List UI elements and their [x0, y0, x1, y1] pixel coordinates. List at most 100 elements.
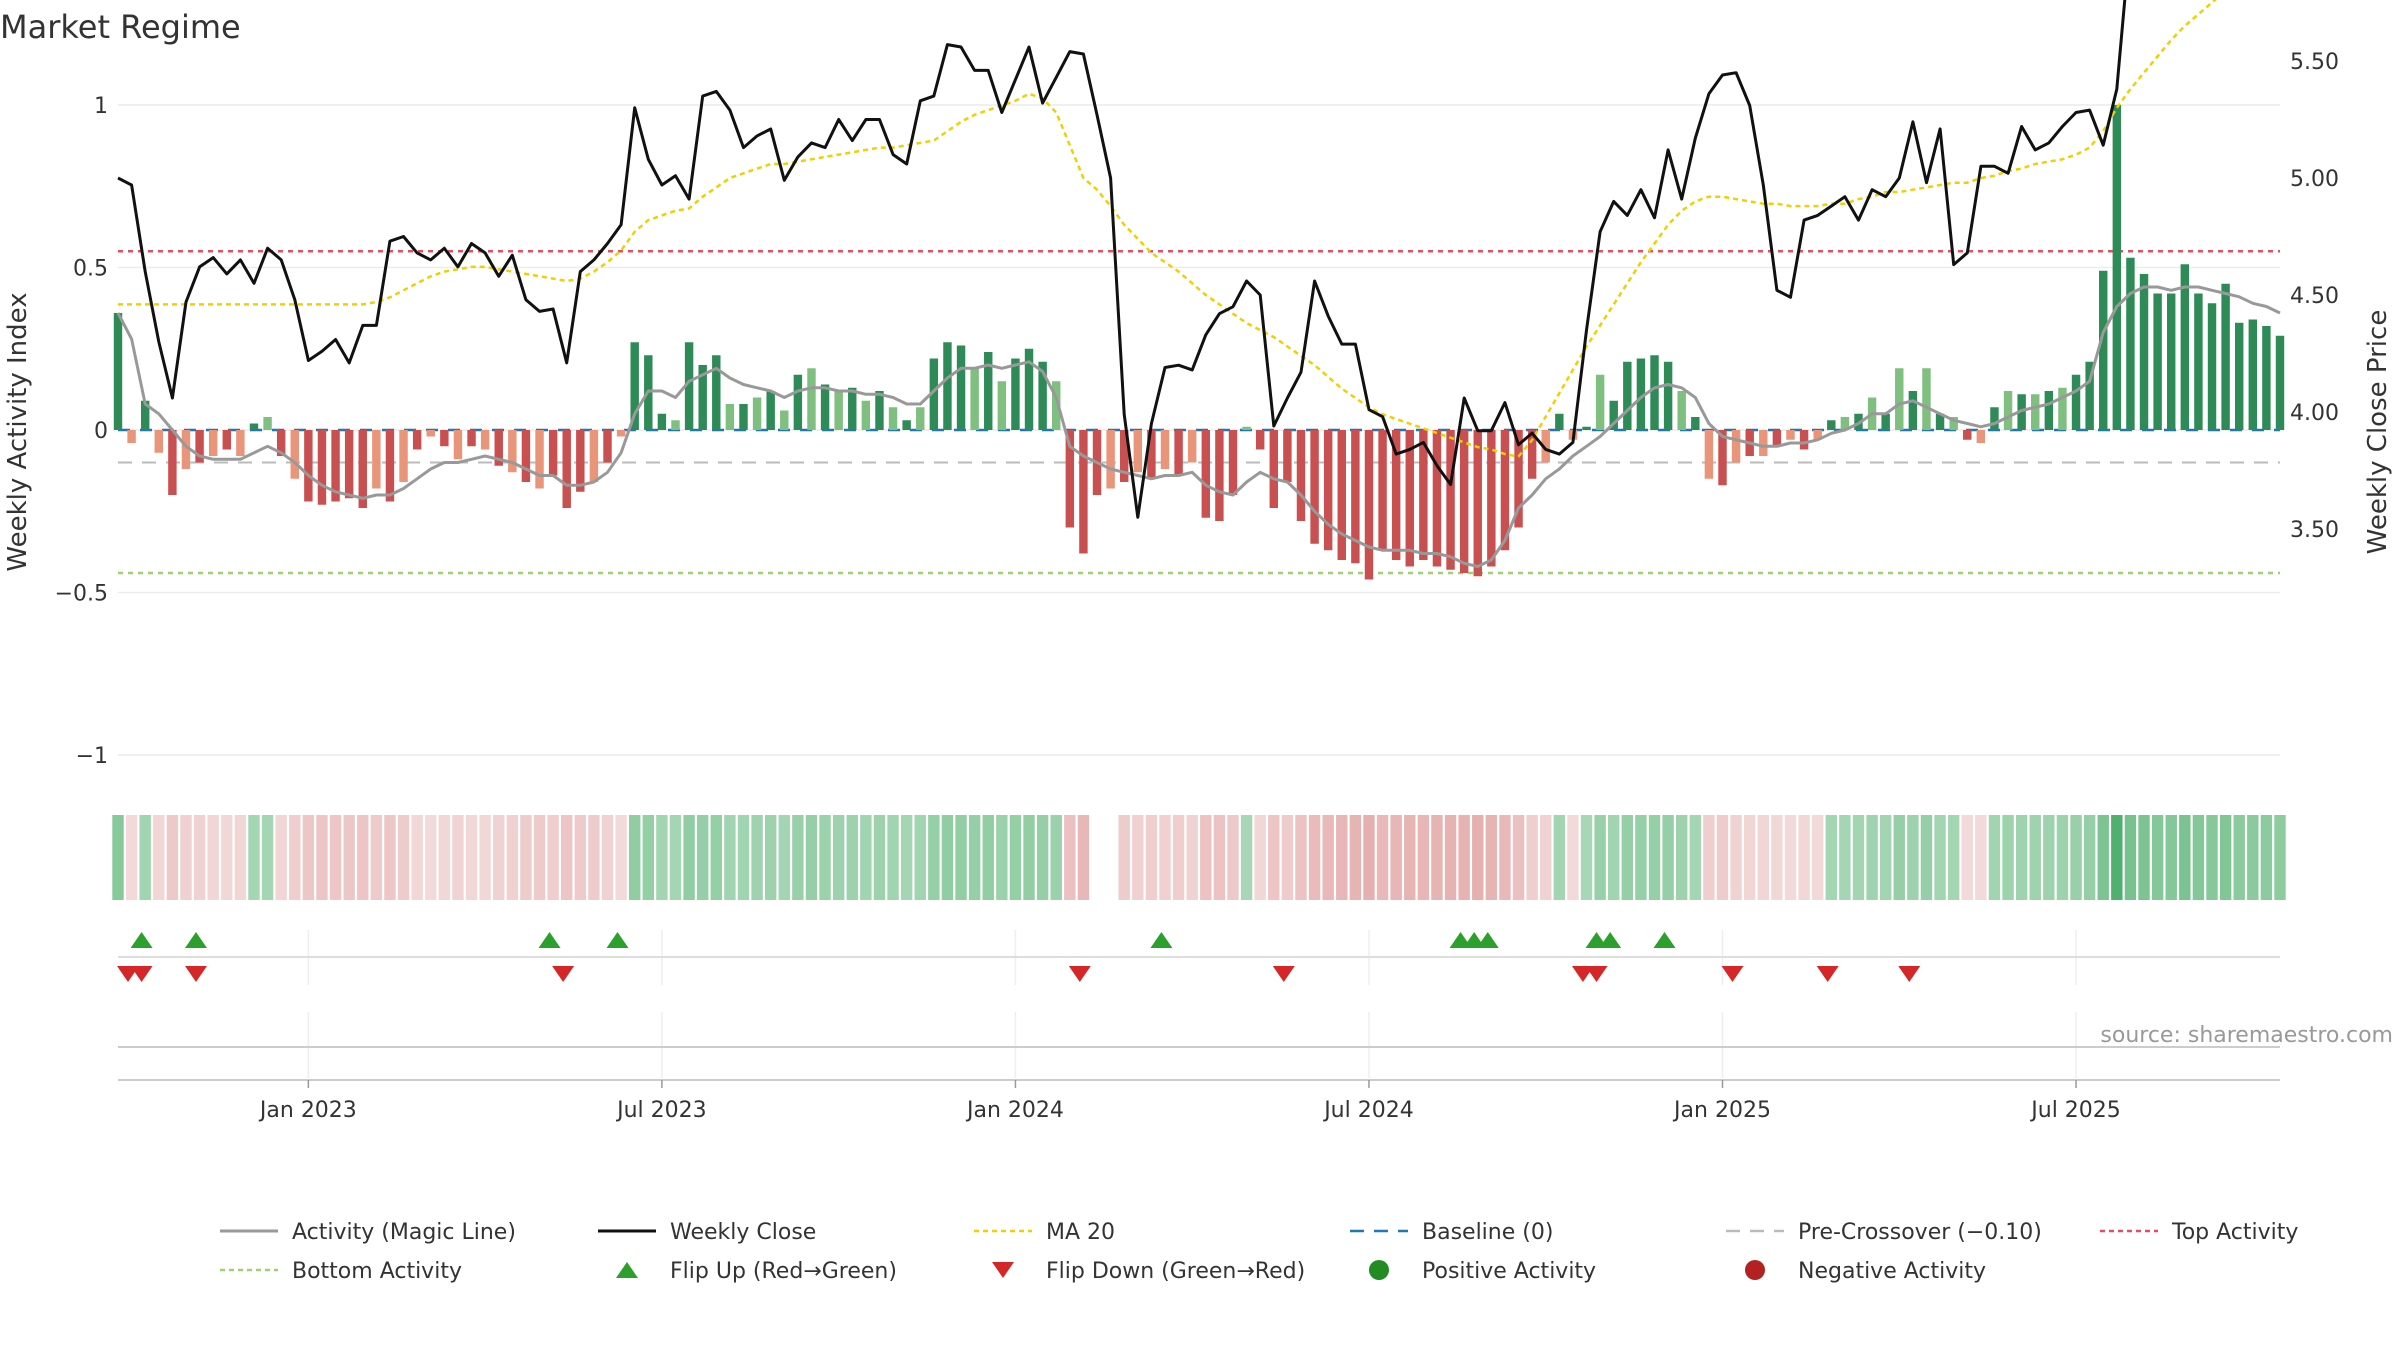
regime-cell [1159, 815, 1171, 900]
regime-cell [1512, 815, 1525, 900]
activity-bar [820, 384, 830, 430]
regime-cell [1621, 815, 1634, 900]
regime-cell [343, 815, 355, 900]
activity-bar [2248, 319, 2258, 430]
x-axis: Jan 2023 Jul 2023 Jan 2024 Jul 2024 Jan 2025… [118, 1079, 2280, 1123]
activity-bar [1201, 430, 1211, 518]
activity-bar [2180, 264, 2190, 430]
activity-bar [671, 420, 680, 430]
flip-up-marker [1599, 932, 1622, 948]
regime-cell [955, 815, 967, 900]
x-tick-label: Jan 2025 [1672, 1098, 1771, 1123]
legend-label: Pre-Crossover (−0.10) [1798, 1220, 2042, 1245]
right-axis: 6.005.505.004.504.003.50 [2290, 50, 2339, 543]
magic-line [116, 285, 2281, 568]
activity-bar [1174, 430, 1183, 476]
legend-label: Weekly Close [670, 1220, 816, 1245]
activity-bar [317, 430, 327, 505]
regime-cell [1485, 815, 1498, 900]
flip-up-marker [606, 932, 629, 948]
x-tick-label: Jul 2023 [615, 1098, 707, 1123]
activity-bar [1704, 430, 1714, 479]
regime-cell [1499, 815, 1511, 900]
activity-bar [793, 374, 803, 430]
regime-cell [1540, 815, 1552, 900]
activity-bar [548, 430, 558, 476]
regime-cell [601, 815, 614, 900]
activity-bar [1609, 400, 1618, 430]
regime-cell [710, 815, 723, 900]
activity-bar [630, 342, 639, 430]
activity-bar [372, 430, 381, 489]
regime-cell [1390, 815, 1402, 900]
regime-cell [1077, 815, 1090, 900]
regime-cell [1975, 815, 1987, 900]
activity-bar [195, 430, 204, 463]
activity-bar [1636, 358, 1646, 430]
legend-label: Flip Down (Green→Red) [1046, 1259, 1305, 1284]
regime-cell [778, 815, 790, 900]
regime-cell [533, 815, 546, 900]
activity-bar [848, 387, 857, 430]
regime-cell [1186, 815, 1198, 900]
regime-cell [1784, 815, 1797, 900]
regime-cell [506, 815, 519, 900]
flip-down-marker [1585, 966, 1608, 982]
regime-cell [2015, 815, 2028, 900]
regime-cell [1417, 815, 1430, 900]
activity-bar [1106, 430, 1115, 489]
regime-cell [1336, 815, 1348, 900]
activity-bar [916, 407, 925, 430]
activity-bar [1650, 355, 1659, 430]
regime-cell [2219, 815, 2232, 900]
activity-bar [467, 430, 476, 447]
regime-cell [1009, 815, 1022, 900]
regime-cell [1132, 815, 1144, 900]
activity-bar [1378, 430, 1387, 551]
regime-cell [1227, 815, 1239, 900]
activity-bar [875, 391, 884, 430]
regime-cell [1254, 815, 1266, 900]
activity-bar [2071, 374, 2081, 430]
chart-title: Market Regime [0, 8, 241, 46]
regime-cell [2138, 815, 2150, 900]
regime-cell [329, 815, 342, 900]
regime-cell [1934, 815, 1946, 900]
regime-cell [1852, 815, 1865, 900]
activity-bar [263, 417, 272, 430]
left-tick-label: 0.5 [73, 257, 108, 282]
regime-cell [1376, 815, 1389, 900]
activity-bar [1079, 430, 1088, 554]
activity-bar [576, 430, 585, 492]
regime-cell [1064, 815, 1076, 900]
regime-cell [384, 815, 396, 900]
regime-cell [1648, 815, 1661, 900]
activity-bar [1391, 430, 1401, 560]
legend-label: Flip Up (Red→Green) [670, 1259, 897, 1284]
activity-bar [480, 430, 490, 450]
activity-bar [1922, 368, 1931, 430]
activity-bar [2044, 391, 2054, 430]
activity-bar [1718, 430, 1727, 486]
activity-bar [1269, 430, 1279, 508]
regime-cell [696, 815, 709, 900]
activity-bar [1405, 430, 1414, 567]
regime-cell [302, 815, 315, 900]
activity-bar [2058, 387, 2067, 430]
regime-cell [873, 815, 886, 900]
regime-cell [370, 815, 383, 900]
regime-cell [683, 815, 695, 900]
flip-up-marker [184, 932, 207, 948]
regime-cell [764, 815, 777, 900]
activity-bar [2153, 293, 2162, 430]
activity-bar [1255, 430, 1265, 450]
activity-bar [1731, 430, 1741, 463]
regime-cell [166, 815, 179, 900]
regime-cell [1839, 815, 1851, 900]
regime-cell [357, 815, 369, 900]
activity-bar [2262, 326, 2271, 430]
flip-down-marker [1898, 966, 1921, 982]
regime-cell [615, 815, 627, 900]
regime-cell [832, 815, 845, 900]
